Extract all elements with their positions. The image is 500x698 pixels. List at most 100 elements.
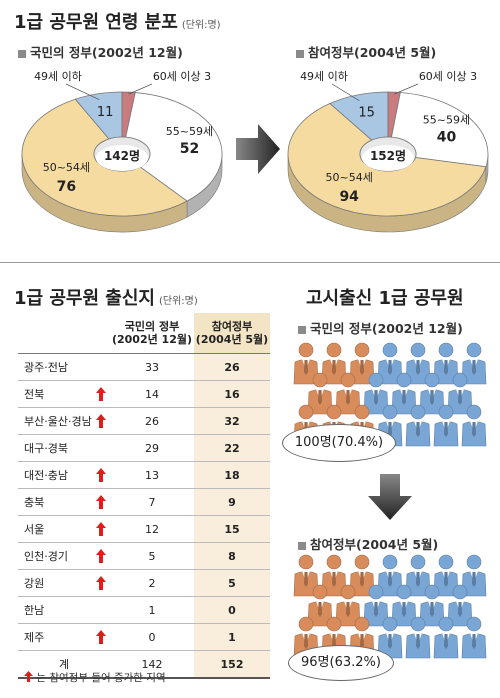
region-cell: 강원 <box>18 569 110 597</box>
person-icon <box>391 584 417 627</box>
person-icon <box>433 616 459 659</box>
region-cell: 부산·울산·경남 <box>18 407 110 435</box>
value-2004-cell: 8 <box>194 542 270 570</box>
table-row: 충북 7 9 <box>18 488 270 516</box>
region-name: 광주·전남 <box>24 361 68 374</box>
person-icon <box>405 404 431 447</box>
pie-chart-2002: 142명 49세 이하 11 60세 이상 3 55~59세 52 50~54세 76 <box>21 69 223 233</box>
pie-hole-inner <box>96 145 148 171</box>
region-name: 인천·경기 <box>24 550 68 563</box>
slice-label-50-54: 50~54세 <box>326 171 373 184</box>
table-row: 강원 2 5 <box>18 569 270 597</box>
square-bullet-icon <box>298 325 306 334</box>
person-icon <box>349 554 375 597</box>
col-2004-header-line1: 참여정부 <box>211 320 253 333</box>
slice-value-55-59: 52 <box>180 141 199 157</box>
person-icon <box>293 342 319 385</box>
person-icon <box>419 372 445 415</box>
table-row: 인천·경기 5 8 <box>18 542 270 570</box>
table-row: 대전·충남 13 18 <box>18 461 270 489</box>
right-pie-subtitle-text: 참여정부(2004년 5월) <box>308 45 437 60</box>
table-row: 계 142 152 <box>18 650 270 679</box>
value-2004-cell: 9 <box>194 488 270 516</box>
origin-table: 국민의 정부 (2002년 12월) 참여정부 (2004년 5월) 광주·전남… <box>18 313 270 679</box>
person-icon <box>433 404 459 447</box>
value-2004-cell: 15 <box>194 515 270 543</box>
crowd-2004-illustration <box>293 554 487 659</box>
region-header <box>18 313 110 354</box>
value-2004-cell: 1 <box>194 623 270 651</box>
region-name: 전북 <box>24 388 45 401</box>
table-row: 부산·울산·경남 26 32 <box>18 407 270 435</box>
pie-center-label: 152명 <box>370 149 406 163</box>
up-arrow-icon <box>96 549 106 563</box>
exam-before-label: 국민의 정부(2002년 12월) <box>298 318 463 337</box>
person-icon <box>447 584 473 627</box>
region-cell: 대전·충남 <box>18 461 110 489</box>
table-legend-text: 는 참여정부 들어 증가한 지역 <box>36 672 166 684</box>
slice-value-under49: 11 <box>97 105 114 120</box>
slice-value-50-54: 94 <box>339 189 359 205</box>
value-2002-cell: 14 <box>110 380 195 408</box>
value-2004-cell: 32 <box>194 407 270 435</box>
value-2004-cell: 18 <box>194 461 270 489</box>
crowd-row <box>307 372 473 415</box>
section-divider <box>0 262 500 263</box>
person-icon <box>307 372 333 415</box>
slice-value-under49: 15 <box>358 106 375 121</box>
pie-hole-inner <box>362 145 414 171</box>
person-icon <box>433 342 459 385</box>
age-title-text: 1급 공무원 연령 분포 <box>14 12 178 33</box>
region-cell: 광주·전남 <box>18 353 110 381</box>
region-cell: 충북 <box>18 488 110 516</box>
person-icon <box>461 342 487 385</box>
region-name: 부산·울산·경남 <box>24 415 92 428</box>
value-2002-cell: 13 <box>110 461 195 489</box>
square-bullet-icon <box>18 49 26 58</box>
up-arrow-icon <box>96 387 106 401</box>
region-cell: 전북 <box>18 380 110 408</box>
person-icon <box>377 554 403 597</box>
table-row: 대구·경북 29 22 <box>18 434 270 462</box>
value-2002-cell: 142 <box>110 650 195 679</box>
person-icon <box>363 372 389 415</box>
up-arrow-icon <box>96 414 106 428</box>
left-pie-subtitle: 국민의 정부(2002년 12월) <box>18 42 183 61</box>
table-row: 서울 12 15 <box>18 515 270 543</box>
col-2002-header-line1: 국민의 정부 <box>124 320 180 333</box>
region-cell: 서울 <box>18 515 110 543</box>
value-2004-cell: 16 <box>194 380 270 408</box>
col-2002-header: 국민의 정부 (2002년 12월) <box>110 313 195 354</box>
person-icon <box>461 404 487 447</box>
region-cell: 제주 <box>18 623 110 651</box>
table-legend: 는 참여정부 들어 증가한 지역 <box>24 670 166 685</box>
value-2002-cell: 29 <box>110 434 195 462</box>
value-2004-cell: 26 <box>194 353 270 381</box>
region-cell: 인천·경기 <box>18 542 110 570</box>
person-icon <box>405 342 431 385</box>
crowd-row <box>293 554 487 597</box>
value-2004-cell: 22 <box>194 434 270 462</box>
region-name: 대구·경북 <box>24 442 68 455</box>
person-icon <box>433 554 459 597</box>
pie-center-label: 142명 <box>104 149 140 163</box>
person-icon <box>335 584 361 627</box>
leader-line <box>393 83 419 95</box>
value-2004-cell: 5 <box>194 569 270 597</box>
exam-after-label: 참여정부(2004년 5월) <box>298 534 438 553</box>
person-icon <box>405 616 431 659</box>
slice-label-over60: 60세 이상 3 <box>419 70 477 83</box>
person-icon <box>391 372 417 415</box>
exam-after-label-text: 참여정부(2004년 5월) <box>310 537 439 552</box>
slice-label-over60: 60세 이상 3 <box>153 70 211 83</box>
right-arrow-icon <box>236 124 280 174</box>
region-cell: 계 <box>18 650 110 679</box>
table-row: 광주·전남 33 26 <box>18 353 270 381</box>
up-arrow-icon <box>96 495 106 509</box>
table-row: 제주 0 1 <box>18 623 270 651</box>
crowd-row <box>307 584 473 627</box>
exam-before-label-text: 국민의 정부(2002년 12월) <box>310 321 463 336</box>
region-name: 한남 <box>24 604 45 617</box>
person-icon <box>349 342 375 385</box>
up-arrow-icon <box>96 522 106 536</box>
